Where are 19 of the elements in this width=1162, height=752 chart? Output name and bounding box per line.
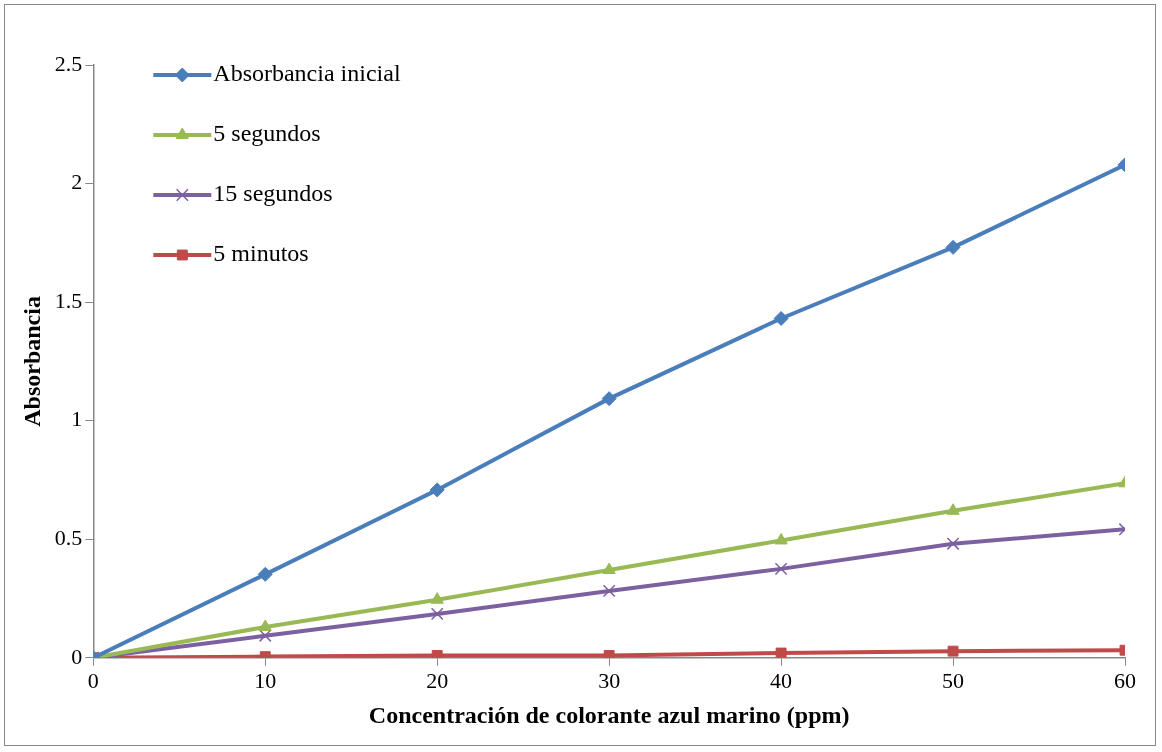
y-tick-label: 2 — [71, 169, 83, 195]
y-tick-label: 0.5 — [54, 525, 83, 551]
x-tick-label: 0 — [87, 667, 99, 693]
legend-label: Absorbancia inicial — [213, 60, 401, 87]
x-tick-label: 60 — [1114, 667, 1136, 693]
x-tick-label: 20 — [426, 667, 449, 693]
x-tick-label: 50 — [942, 667, 965, 693]
y-axis-title: Absorbancia — [18, 296, 45, 427]
legend-label: 15 segundos — [213, 180, 333, 207]
y-tick-label: 0 — [71, 643, 83, 669]
x-tick-label: 10 — [254, 667, 277, 693]
y-tick-label: 1 — [71, 406, 83, 432]
y-tick-label: 2.5 — [54, 50, 83, 76]
legend-label: 5 minutos — [213, 240, 309, 267]
x-tick-label: 40 — [770, 667, 793, 693]
x-axis-title: Concentración de colorante azul marino (ppm) — [368, 701, 850, 728]
legend-label: 5 segundos — [213, 120, 321, 147]
y-tick-label: 1.5 — [54, 287, 83, 313]
x-tick-label: 30 — [598, 667, 621, 693]
